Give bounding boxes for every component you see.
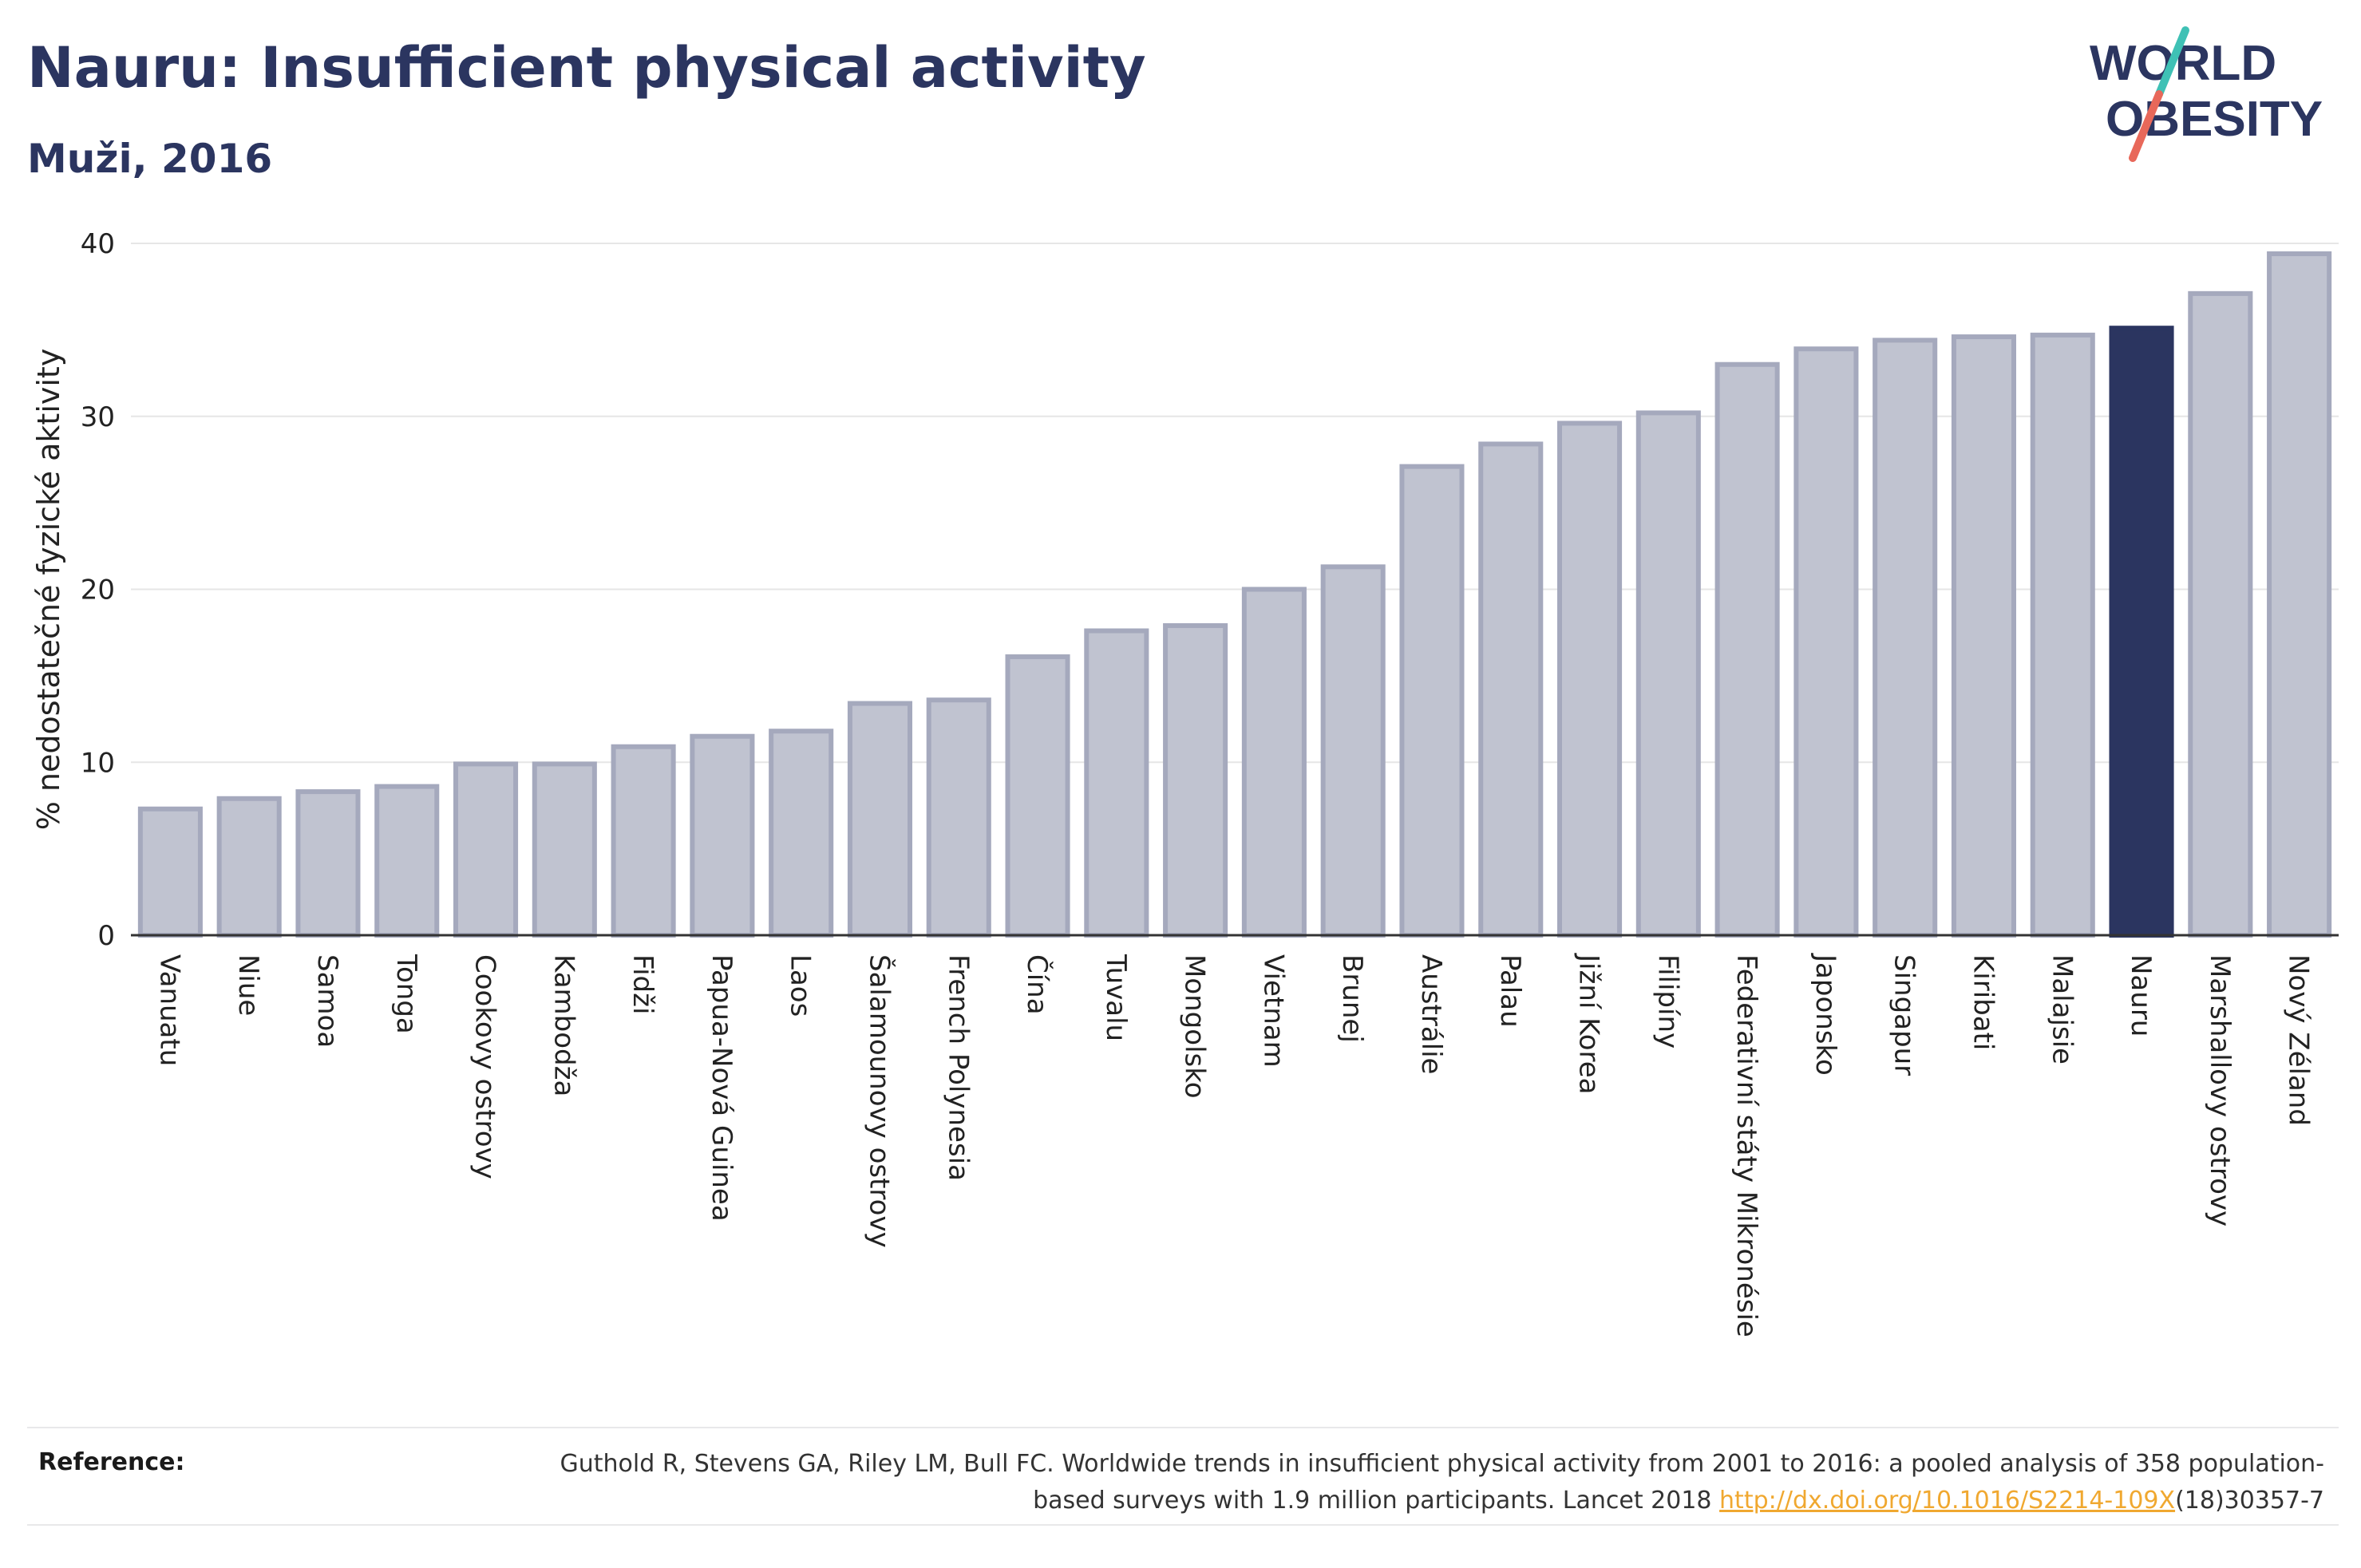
x-tick-label: Palau bbox=[1494, 954, 1526, 1028]
chart-title: Nauru: Insufficient physical activity bbox=[27, 35, 1146, 101]
x-tick-label: Austrálie bbox=[1415, 954, 1447, 1074]
x-tick-label: Singapur bbox=[1888, 954, 1920, 1076]
x-tick-label: Brunej bbox=[1336, 954, 1368, 1043]
y-tick-label: 20 bbox=[81, 575, 115, 606]
bar[interactable] bbox=[926, 697, 991, 938]
bar[interactable] bbox=[1478, 441, 1544, 938]
x-tick-label: Jižní Korea bbox=[1573, 953, 1605, 1095]
bar[interactable] bbox=[1241, 587, 1307, 938]
y-axis-label: % nedostatečné fyzické aktivity bbox=[31, 349, 66, 831]
logo-slash-coral bbox=[2129, 90, 2163, 162]
reference-doi-link[interactable]: http://dx.doi.org/10.1016/S2214-109X bbox=[1719, 1487, 2176, 1515]
bar[interactable] bbox=[1714, 361, 1780, 938]
reference-doi-suffix: (18)30357-7 bbox=[2175, 1487, 2324, 1515]
bar[interactable] bbox=[1399, 464, 1465, 938]
bar[interactable] bbox=[2030, 332, 2095, 938]
bar[interactable] bbox=[137, 806, 203, 938]
footer-divider-top bbox=[27, 1427, 2339, 1428]
x-tick-label: Malajsie bbox=[2046, 954, 2078, 1064]
x-tick-label: Federativní státy Mikronésie bbox=[1730, 954, 1762, 1337]
x-tick-label: Marshallovy ostrovy bbox=[2204, 954, 2236, 1226]
logo-slash-teal bbox=[2155, 26, 2189, 98]
bar[interactable] bbox=[295, 789, 361, 938]
x-tick-label: Nauru bbox=[2125, 954, 2157, 1037]
x-tick-label: Papua-Nová Guinea bbox=[706, 954, 738, 1222]
bar[interactable] bbox=[2188, 290, 2253, 938]
x-tick-label: Japonsko bbox=[1809, 953, 1841, 1076]
bar[interactable] bbox=[1005, 654, 1070, 938]
x-tick-label: Kambodža bbox=[548, 954, 579, 1096]
bar[interactable] bbox=[1556, 421, 1623, 938]
bar[interactable] bbox=[1084, 628, 1149, 938]
bar[interactable] bbox=[532, 761, 597, 938]
x-tick-label: Filipíny bbox=[1651, 954, 1683, 1049]
x-tick-label: Nový Zéland bbox=[2283, 954, 2315, 1126]
x-tick-label: Laos bbox=[785, 954, 817, 1017]
y-tick-label: 10 bbox=[81, 747, 115, 779]
bar[interactable] bbox=[1873, 338, 1938, 938]
bar[interactable] bbox=[216, 796, 282, 938]
bar[interactable] bbox=[1635, 410, 1701, 938]
bar[interactable] bbox=[690, 733, 755, 938]
bar[interactable] bbox=[769, 729, 834, 938]
bar[interactable] bbox=[1163, 623, 1228, 938]
bar[interactable] bbox=[611, 744, 676, 938]
reference-label: Reference: bbox=[38, 1448, 185, 1476]
x-tick-label: Mongolsko bbox=[1179, 954, 1211, 1099]
y-tick-label: 40 bbox=[81, 228, 115, 260]
x-tick-label: Vanuatu bbox=[153, 954, 185, 1066]
x-tick-label: Vietnam bbox=[1257, 954, 1289, 1068]
bar[interactable] bbox=[453, 761, 519, 938]
y-tick-label: 0 bbox=[97, 920, 115, 952]
bar[interactable] bbox=[1793, 346, 1859, 938]
bar[interactable] bbox=[2267, 251, 2332, 938]
x-tick-label: Tonga bbox=[390, 954, 422, 1034]
tick-labels: 0 10 20 30 40 % nedostatečné fyzické aktivity… bbox=[31, 228, 2315, 1337]
x-tick-label: Šalamounovy ostrovy bbox=[863, 954, 896, 1248]
x-tick-label: Kiribati bbox=[1967, 954, 1999, 1050]
x-tick-label: Samoa bbox=[311, 954, 343, 1048]
x-tick-label: Tuvalu bbox=[1100, 954, 1132, 1041]
bar-series bbox=[137, 251, 2332, 938]
x-tick-label: French Polynesia bbox=[942, 954, 974, 1181]
chart-subtitle: Muži, 2016 bbox=[27, 136, 273, 182]
y-tick-label: 30 bbox=[81, 401, 115, 433]
reference-text: Guthold R, Stevens GA, Riley LM, Bull FC… bbox=[488, 1446, 2324, 1519]
reference-citation: Guthold R, Stevens GA, Riley LM, Bull FC… bbox=[560, 1450, 2324, 1515]
bar[interactable] bbox=[1951, 334, 2017, 938]
x-tick-label: Fidži bbox=[627, 954, 658, 1014]
bar[interactable] bbox=[374, 784, 440, 938]
bar[interactable] bbox=[847, 701, 913, 938]
bar-chart: 0 10 20 30 40 % nedostatečné fyzické aktivity… bbox=[31, 228, 2339, 1337]
bar[interactable] bbox=[1320, 564, 1386, 938]
x-tick-label: Cookovy ostrovy bbox=[469, 954, 501, 1179]
world-obesity-logo: WORLD OBESITY bbox=[2090, 26, 2323, 162]
x-tick-label: Niue bbox=[232, 954, 264, 1016]
footer-divider-bottom bbox=[27, 1524, 2339, 1526]
bar-highlight-nauru[interactable] bbox=[2109, 326, 2174, 938]
x-tick-label: Čína bbox=[1021, 954, 1054, 1015]
